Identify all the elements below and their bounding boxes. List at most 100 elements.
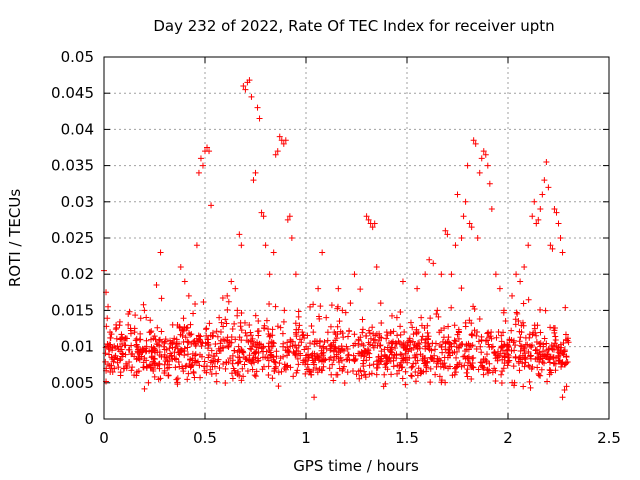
data-point: [433, 363, 440, 370]
data-point: [251, 372, 258, 379]
data-point: [514, 310, 521, 317]
data-point: [422, 345, 429, 352]
data-point: [378, 348, 385, 355]
data-point: [229, 375, 236, 382]
data-point: [378, 334, 385, 341]
data-point: [453, 348, 460, 355]
data-point: [489, 369, 496, 376]
data-point: [147, 336, 154, 343]
data-point: [436, 373, 443, 380]
data-point: [513, 271, 520, 278]
data-point: [502, 318, 509, 325]
data-point: [310, 367, 317, 374]
data-point: [272, 365, 279, 372]
data-point: [328, 302, 335, 309]
data-point: [141, 355, 148, 362]
data-point: [393, 314, 400, 321]
data-point: [444, 231, 451, 238]
data-point: [388, 349, 395, 356]
data-point: [229, 352, 236, 359]
data-point: [311, 341, 318, 348]
data-point: [296, 336, 303, 343]
data-point: [246, 321, 253, 328]
data-point: [255, 332, 262, 339]
data-point: [231, 347, 238, 354]
data-point: [482, 356, 489, 363]
data-point: [220, 336, 227, 343]
data-point: [318, 350, 325, 357]
data-point: [417, 351, 424, 358]
data-point: [360, 357, 367, 364]
data-point: [252, 169, 259, 176]
data-point: [534, 364, 541, 371]
data-point: [324, 337, 331, 344]
data-point: [174, 375, 181, 382]
data-point: [386, 354, 393, 361]
data-point: [462, 198, 469, 205]
y-tick-label: 0: [84, 410, 94, 428]
data-point: [261, 325, 268, 332]
data-point: [377, 356, 384, 363]
data-point: [147, 329, 154, 336]
data-point: [238, 242, 245, 249]
data-point: [463, 346, 470, 353]
data-point: [141, 385, 148, 392]
data-point: [407, 319, 414, 326]
y-tick-label: 0.02: [61, 265, 94, 283]
data-point: [250, 350, 257, 357]
data-point: [166, 353, 173, 360]
data-point: [225, 343, 232, 350]
data-point: [137, 315, 144, 322]
data-point: [537, 340, 544, 347]
data-point: [263, 317, 270, 324]
data-point: [347, 300, 354, 307]
data-point: [223, 320, 230, 327]
data-point: [337, 328, 344, 335]
data-point: [183, 325, 190, 332]
data-point: [494, 348, 501, 355]
data-point: [341, 380, 348, 387]
data-point: [203, 369, 210, 376]
axis-ticks: 0 0.5 1 1.5 2 2.5 0 0.005 0.01 0.015 0.02 0.025 0.03…: [51, 48, 621, 447]
data-point: [209, 329, 216, 336]
data-point: [393, 341, 400, 348]
data-point: [300, 357, 307, 364]
data-point: [336, 365, 343, 372]
data-point: [562, 331, 569, 338]
data-point: [310, 359, 317, 366]
data-point: [151, 333, 158, 340]
data-point: [117, 343, 124, 350]
data-point: [186, 361, 193, 368]
data-point: [240, 82, 247, 89]
data-point: [265, 326, 272, 333]
data-point: [365, 327, 372, 334]
data-point: [441, 325, 448, 332]
data-point: [551, 206, 558, 213]
data-point: [363, 332, 370, 339]
data-point: [435, 360, 442, 367]
data-point: [366, 371, 373, 378]
data-point: [295, 308, 302, 315]
data-point: [334, 331, 341, 338]
data-point: [205, 354, 212, 361]
data-point: [289, 338, 296, 345]
data-point: [334, 371, 341, 378]
data-point: [185, 370, 192, 377]
data-point: [455, 335, 462, 342]
data-point: [485, 329, 492, 336]
data-point: [504, 351, 511, 358]
data-point: [238, 327, 245, 334]
x-axis-label: GPS time / hours: [293, 457, 419, 475]
data-point: [128, 367, 135, 374]
data-point: [104, 340, 111, 347]
data-point: [482, 151, 489, 158]
data-point: [269, 375, 276, 382]
data-point: [356, 375, 363, 382]
data-point: [535, 354, 542, 361]
data-point: [265, 371, 272, 378]
data-point: [474, 329, 481, 336]
data-point: [445, 334, 452, 341]
data-point: [366, 341, 373, 348]
data-point: [458, 235, 465, 241]
data-point: [158, 338, 165, 345]
